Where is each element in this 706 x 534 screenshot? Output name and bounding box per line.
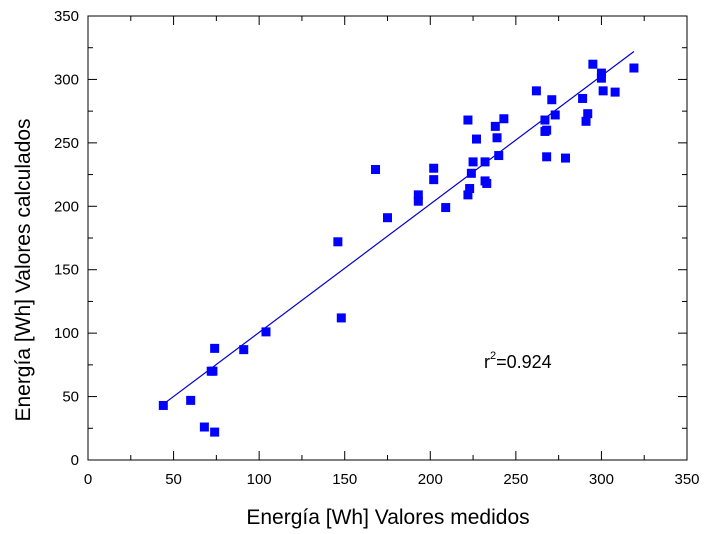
data-point [560, 153, 570, 163]
data-point [581, 116, 591, 126]
data-point [578, 93, 588, 103]
x-tick-label: 150 [332, 471, 357, 488]
data-point [333, 237, 343, 247]
data-point [542, 125, 552, 135]
y-tick-label: 300 [54, 71, 79, 88]
data-point [463, 115, 473, 125]
data-point [466, 168, 476, 178]
x-axis: 0 50 100 150 200 250 300 350 [84, 16, 700, 488]
data-point [492, 133, 502, 143]
data-point [540, 115, 550, 125]
data-point [371, 164, 381, 174]
y-tick-label: 350 [54, 8, 79, 25]
y-tick-label: 0 [71, 452, 79, 469]
data-point [494, 151, 504, 161]
data-point [468, 157, 478, 167]
data-point [542, 152, 552, 162]
data-point [583, 109, 593, 119]
fit-line-layer [162, 51, 635, 405]
data-point [210, 343, 220, 353]
data-point [531, 86, 541, 96]
data-point [629, 63, 639, 73]
r-squared-annotation: r2=0.924 [484, 350, 552, 372]
y-tick-label: 100 [54, 325, 79, 342]
data-point [199, 422, 209, 432]
data-point [429, 163, 439, 173]
r-squared-value: =0.924 [496, 352, 552, 372]
data-point [598, 86, 608, 96]
y-axis-label: Energía [Wh] Valores calculados [12, 118, 35, 421]
data-point [490, 121, 500, 131]
data-point [596, 68, 606, 78]
data-point [413, 190, 423, 200]
data-point [610, 87, 620, 97]
y-tick-label: 250 [54, 135, 79, 152]
data-point [186, 395, 196, 405]
data-point [208, 366, 218, 376]
data-point [463, 190, 473, 200]
x-tick-label: 300 [589, 471, 614, 488]
y-tick-label: 150 [54, 262, 79, 279]
data-point [336, 313, 346, 323]
x-tick-label: 250 [503, 471, 528, 488]
data-point [588, 59, 598, 69]
data-point [429, 175, 439, 185]
data-point [471, 134, 481, 144]
data-point [158, 400, 168, 410]
data-point [239, 345, 249, 355]
data-point [499, 114, 509, 124]
y-tick-label: 50 [62, 389, 79, 406]
data-point [441, 203, 451, 213]
data-point [210, 427, 220, 437]
r-squared-superscript: 2 [490, 350, 496, 362]
data-points [158, 59, 639, 437]
x-tick-label: 50 [165, 471, 182, 488]
data-point [465, 184, 475, 194]
data-point [482, 178, 492, 188]
y-axis: 0 50 100 150 200 250 300 350 [54, 8, 687, 469]
data-point [383, 213, 392, 223]
x-tick-label: 200 [418, 471, 443, 488]
x-axis-label: Energía [Wh] Valores medidos [246, 506, 529, 529]
x-tick-label: 0 [84, 471, 92, 488]
r-squared-prefix: r [484, 352, 490, 372]
x-tick-label: 100 [247, 471, 272, 488]
regression-line [162, 51, 635, 405]
data-point [261, 327, 271, 337]
x-tick-label: 350 [674, 471, 699, 488]
data-point [413, 196, 423, 206]
data-point [480, 157, 490, 167]
data-point [547, 95, 557, 105]
y-tick-label: 200 [54, 198, 79, 215]
data-point [550, 110, 560, 120]
data-point [596, 73, 606, 83]
